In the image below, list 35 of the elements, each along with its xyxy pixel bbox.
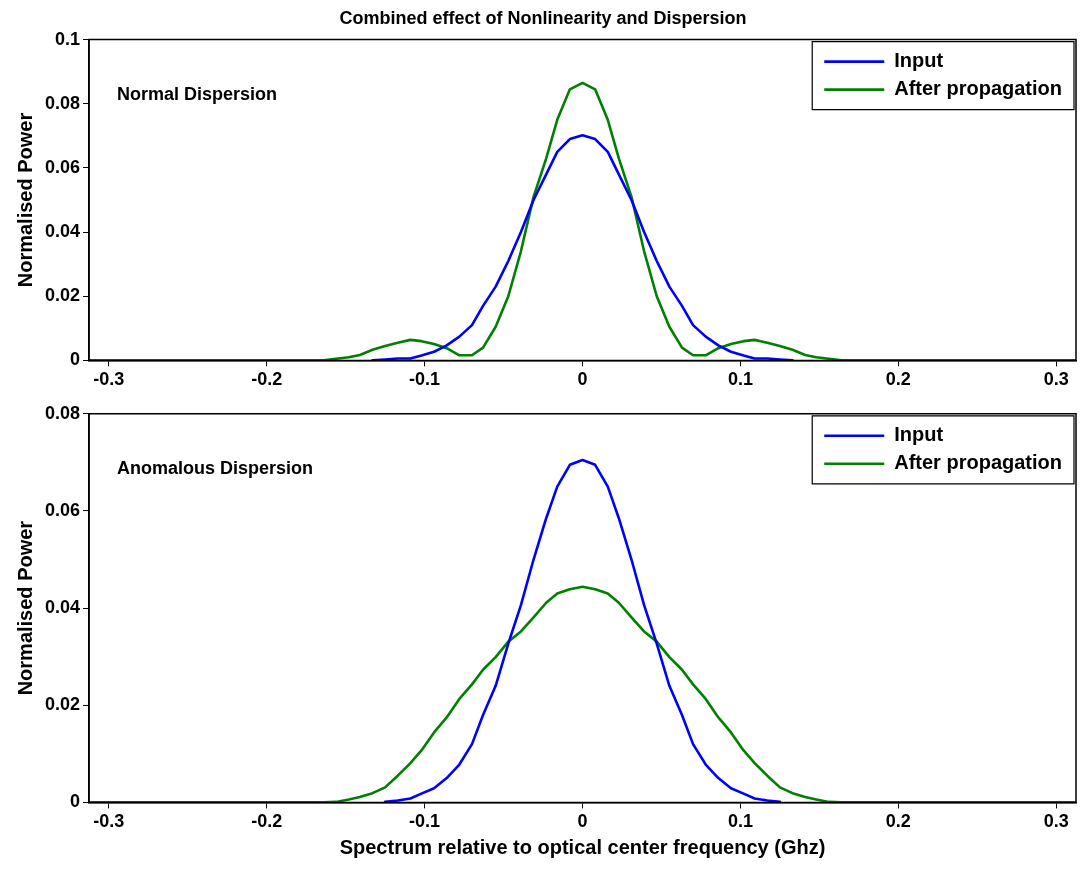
legend-label: After propagation: [894, 77, 1063, 100]
annotation: Anomalous Dispersion: [117, 457, 314, 478]
legend-label: Input: [894, 49, 944, 72]
x-tick-label: -0.1: [409, 369, 441, 390]
x-tick-label: 0: [577, 811, 588, 832]
y-axis-title: Normalised Power: [13, 520, 36, 696]
x-tick-label: 0.2: [885, 369, 911, 390]
x-tick-label: -0.2: [251, 369, 283, 390]
annotation: Normal Dispersion: [117, 83, 278, 104]
y-tick-label: 0.1: [55, 28, 81, 49]
y-tick-label: 0.02: [44, 694, 81, 715]
y-tick-label: 0: [70, 791, 81, 812]
y-tick-label: 0.06: [44, 156, 81, 177]
x-tick-label: -0.3: [93, 811, 125, 832]
y-tick-label: 0.08: [44, 92, 81, 113]
chart-title: Combined effect of Nonlinearity and Dispersion: [339, 7, 747, 28]
x-tick-label: 0.3: [1043, 369, 1069, 390]
x-tick-label: 0.3: [1043, 811, 1069, 832]
y-tick-label: 0: [70, 349, 81, 370]
x-tick-label: 0.1: [727, 369, 753, 390]
legend-label: After propagation: [894, 451, 1063, 474]
y-tick-label: 0.04: [44, 221, 81, 242]
y-axis-title: Normalised Power: [13, 112, 36, 288]
x-tick-label: -0.2: [251, 811, 283, 832]
y-tick-label: 0.02: [44, 285, 81, 306]
x-tick-label: -0.3: [93, 369, 125, 390]
x-tick-label: 0.2: [885, 811, 911, 832]
x-axis-title: Spectrum relative to optical center frequency (Ghz): [339, 835, 826, 858]
x-tick-label: 0: [577, 369, 588, 390]
y-tick-label: 0.08: [44, 402, 81, 423]
legend-label: Input: [894, 423, 944, 446]
y-tick-label: 0.04: [44, 597, 81, 618]
x-tick-label: 0.1: [727, 811, 753, 832]
x-tick-label: -0.1: [409, 811, 441, 832]
y-tick-label: 0.06: [44, 499, 81, 520]
